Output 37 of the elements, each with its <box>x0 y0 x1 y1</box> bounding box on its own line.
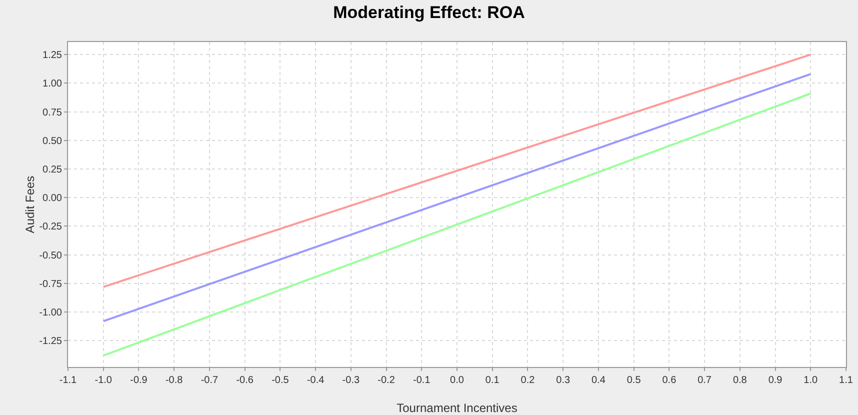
x-tick-label: 0.5 <box>626 375 642 386</box>
x-tick-label: 0.3 <box>556 375 570 386</box>
x-tick-label: -0.7 <box>200 375 219 386</box>
x-tick-label: -0.1 <box>413 375 431 386</box>
x-tick-label: 0.8 <box>732 375 748 386</box>
x-tick-label: 0.9 <box>768 375 783 386</box>
x-tick-label: -0.4 <box>306 375 325 386</box>
x-tick-label: 0.7 <box>698 375 712 386</box>
x-tick-label: 0.0 <box>450 375 464 386</box>
x-tick-label: -0.9 <box>130 375 148 386</box>
x-tick-label: -0.2 <box>378 375 396 386</box>
y-tick-label: 1.25 <box>42 50 62 62</box>
x-tick-label: 0.6 <box>662 375 677 386</box>
x-tick-label: 0.4 <box>591 375 606 386</box>
x-tick-label: 0.1 <box>485 375 500 386</box>
y-tick-label: 0.50 <box>42 136 62 147</box>
x-tick-label: -1.1 <box>59 375 78 386</box>
x-tick-label: -0.5 <box>272 375 290 386</box>
y-tick-label: 0.00 <box>42 193 62 204</box>
y-axis-title: Audit Fees <box>23 176 37 234</box>
x-tick-label: -0.6 <box>236 375 254 386</box>
y-tick-label: -1.25 <box>39 336 62 348</box>
y-tick-label: -0.25 <box>39 222 62 233</box>
chart-title: Moderating Effect: ROA <box>333 3 525 22</box>
y-tick-label: 0.75 <box>42 107 62 118</box>
y-tick-label: -0.50 <box>39 250 62 262</box>
y-tick-label: 0.25 <box>42 164 62 176</box>
x-tick-label: -0.3 <box>342 375 360 386</box>
x-axis-title: Tournament Incentives <box>396 401 518 415</box>
x-tick-label: -0.8 <box>165 375 184 386</box>
x-tick-label: 0.2 <box>520 375 536 386</box>
y-tick-label: 1.00 <box>42 78 62 90</box>
x-tick-label: 1.0 <box>804 375 818 386</box>
y-tick-label: -0.75 <box>39 278 62 290</box>
x-tick-label: -1.0 <box>94 375 112 386</box>
x-tick-label: 1.1 <box>839 375 854 386</box>
y-tick-label: -1.00 <box>39 308 62 319</box>
